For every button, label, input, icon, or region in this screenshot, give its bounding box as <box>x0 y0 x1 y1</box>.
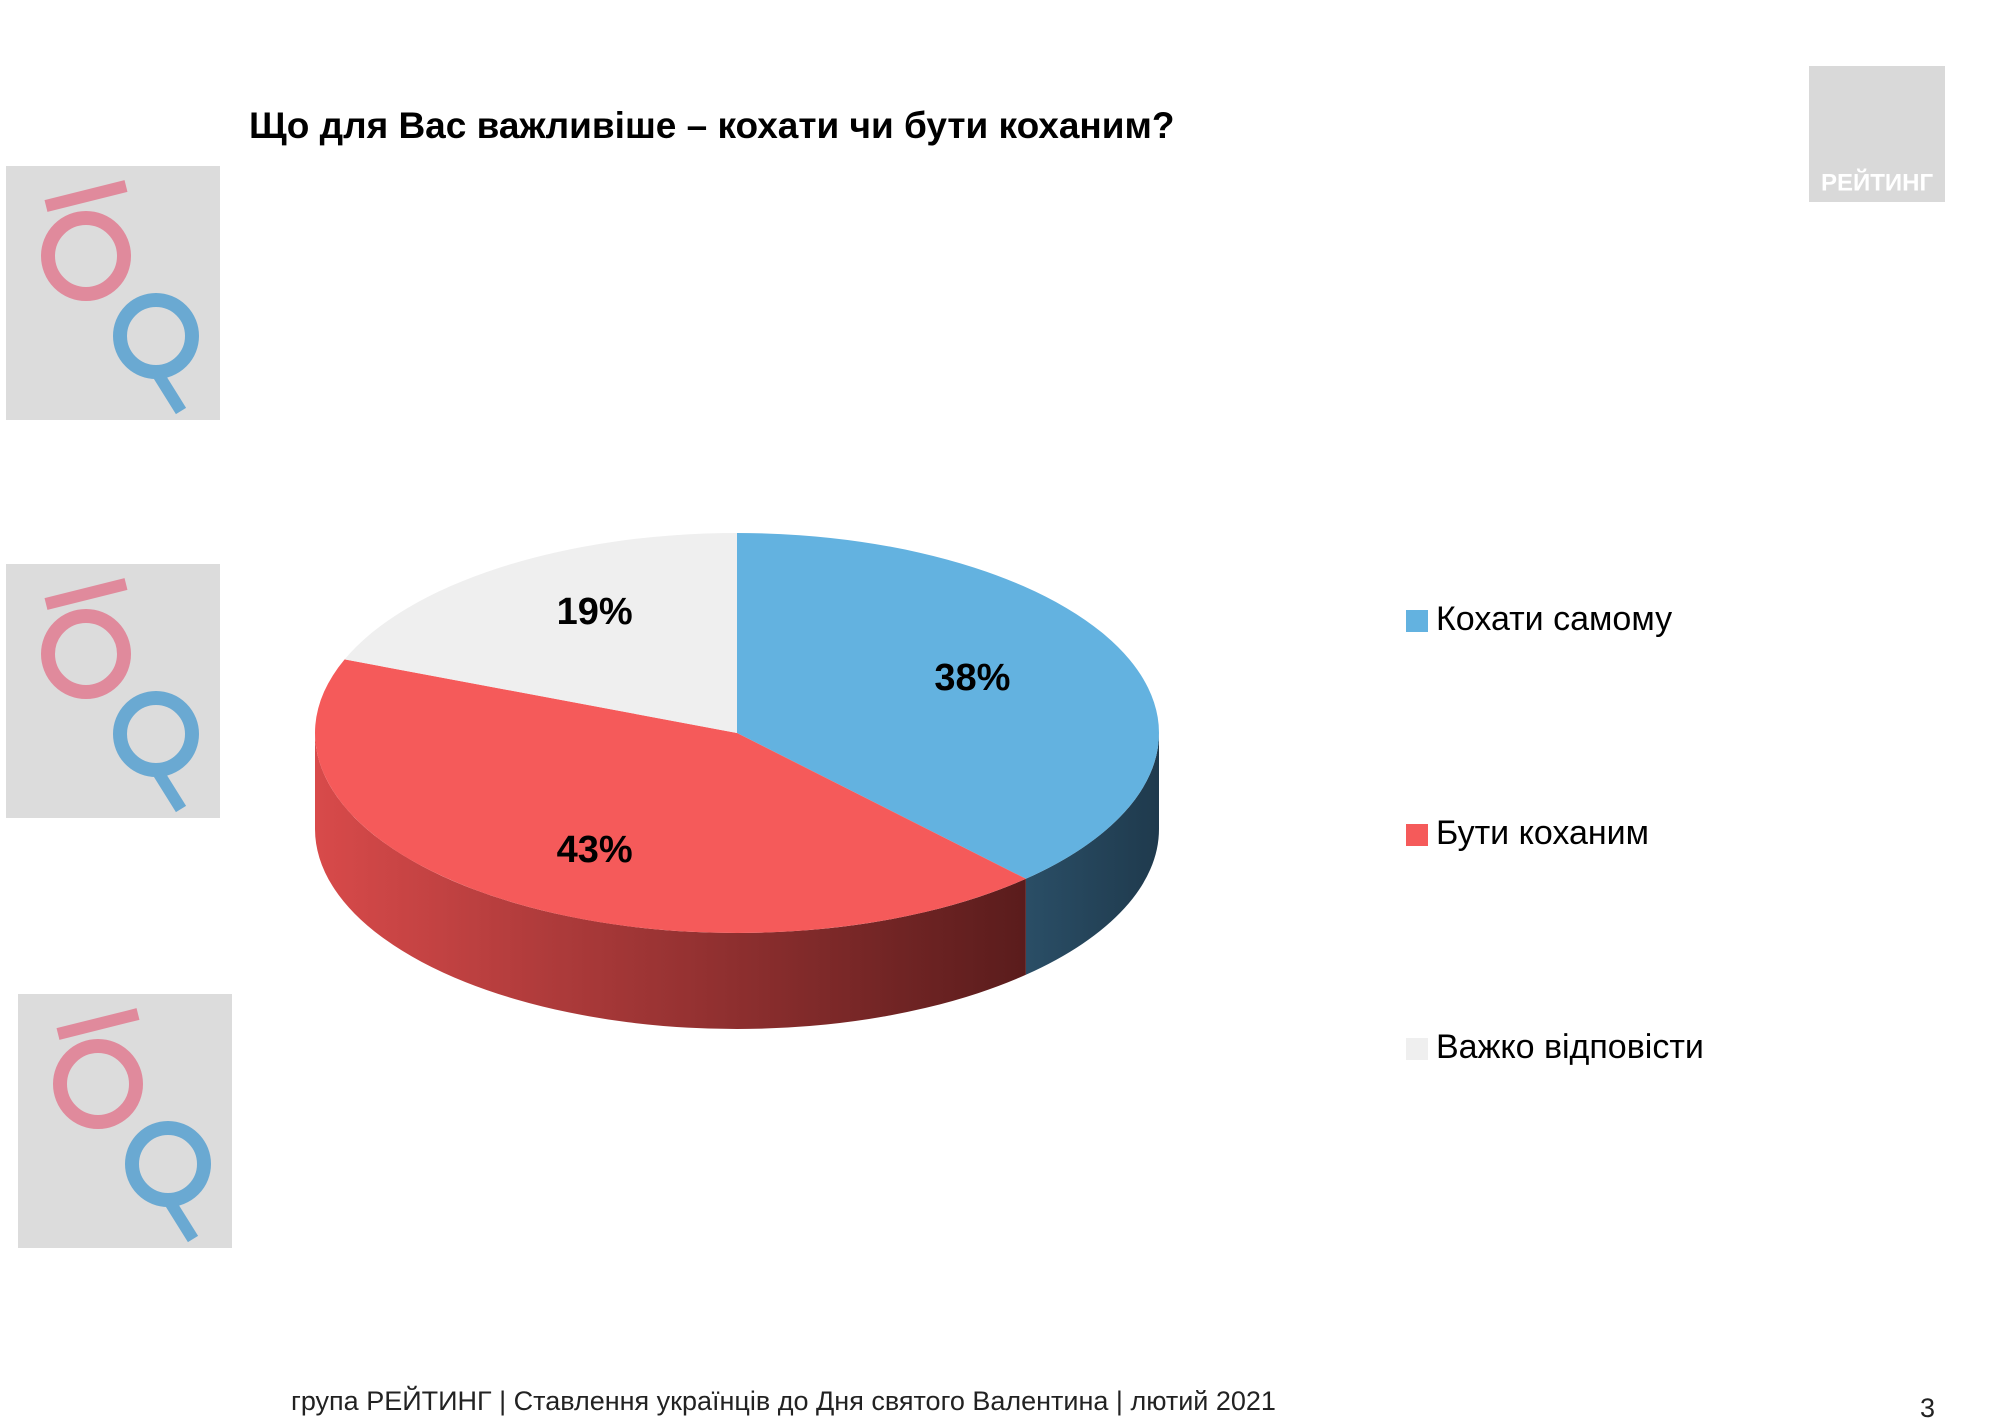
legend-swatch <box>1406 824 1428 846</box>
logo-box <box>1809 66 1945 202</box>
slice-side <box>1025 733 1159 975</box>
data-label: 43% <box>557 829 633 871</box>
pie: 38% 43% 19% <box>314 533 1160 1029</box>
slice-side <box>315 733 1026 1029</box>
logo: РЕЙТИНГ <box>1821 168 1934 196</box>
legend-label: Кохати самому <box>1436 600 1672 638</box>
slice <box>737 533 1160 879</box>
legend-label: Бути коханим <box>1436 814 1649 852</box>
data-label: 19% <box>557 591 633 633</box>
decor-icons <box>6 166 232 1248</box>
data-label: 38% <box>934 657 1010 699</box>
page-number: 3 <box>1920 1393 1935 1423</box>
legend-swatch <box>1406 1038 1428 1060</box>
legend: Кохати самому Бути коханим Важко відповіст… <box>1406 600 1704 1066</box>
legend-swatch <box>1406 610 1428 632</box>
legend-label: Важко відповісти <box>1436 1028 1704 1066</box>
footer: група РЕЙТИНГ | Ставлення українців до Д… <box>291 1385 1276 1416</box>
chart-title: Що для Вас важливіше – кохати чи бути ко… <box>249 105 1175 146</box>
slice <box>314 659 1026 933</box>
slice <box>344 533 737 733</box>
